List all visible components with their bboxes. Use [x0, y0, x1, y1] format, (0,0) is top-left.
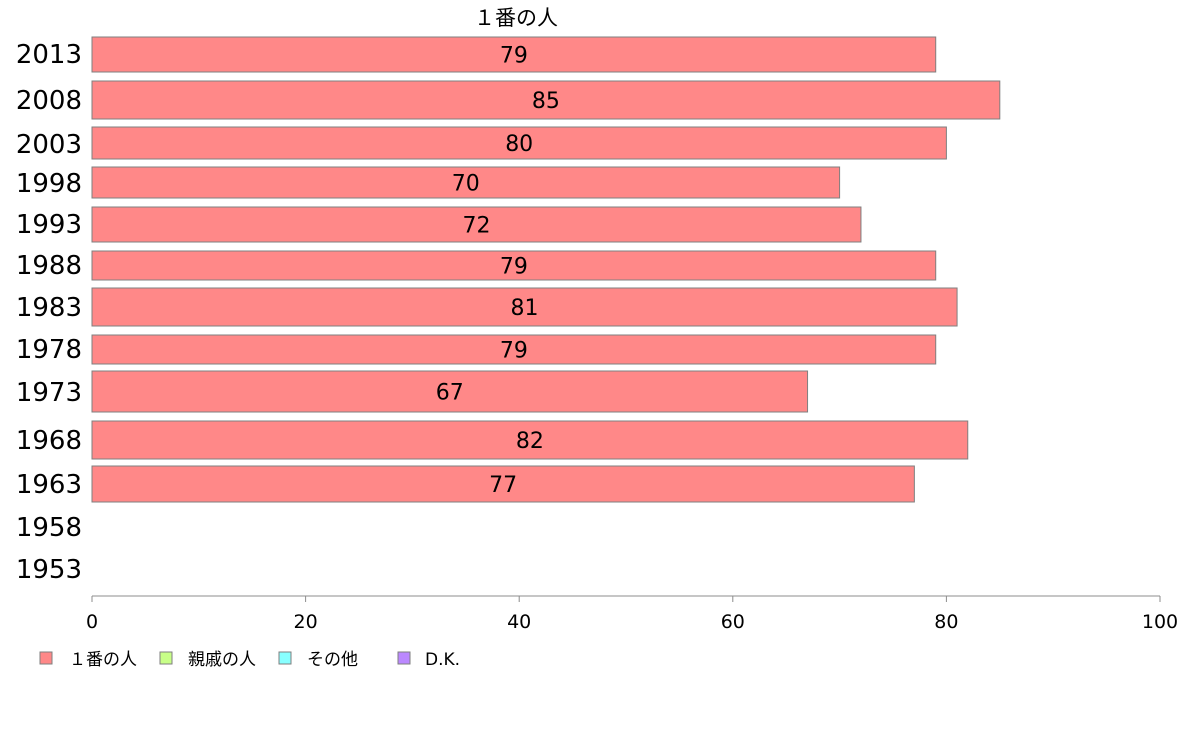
legend-swatch [278, 651, 292, 665]
category-label: 1968 [16, 426, 82, 456]
bar [91, 166, 841, 199]
category-label: 2008 [16, 86, 82, 116]
bar [91, 420, 969, 460]
legend-label: 親戚の人 [188, 650, 256, 670]
bar [91, 334, 937, 365]
legend-swatch [39, 651, 53, 665]
bar-value-label: 79 [500, 255, 528, 280]
x-tick-label: 60 [721, 611, 745, 633]
category-label: 2013 [16, 40, 82, 70]
category-label: 1983 [16, 293, 82, 323]
category-label: 1958 [16, 513, 82, 543]
category-label: 1988 [16, 251, 82, 281]
bar [91, 80, 1001, 120]
bar [91, 465, 915, 503]
legend: １番の人 親戚の人 その他 D.K. [39, 650, 460, 670]
legend-label: D.K. [425, 650, 460, 670]
category-label: 2003 [16, 130, 82, 160]
x-tick-label: 40 [507, 611, 531, 633]
category-label: 1963 [16, 470, 82, 500]
legend-swatch [159, 651, 173, 665]
bar-value-label: 82 [516, 429, 544, 454]
chart-title: １番の人 [474, 6, 558, 30]
bar [91, 370, 809, 413]
category-label: 1993 [16, 210, 82, 240]
bar-value-label: 80 [505, 132, 533, 157]
category-labels: 2013 2008 2003 1998 1993 1988 1983 1978 1973 1968… [16, 40, 82, 585]
bar-value-label: 79 [500, 339, 528, 364]
x-tick-label: 80 [934, 611, 958, 633]
x-axis: 0 20 40 60 80 100 [86, 595, 1178, 633]
bar [91, 126, 947, 160]
category-label: 1978 [16, 335, 82, 365]
bar-value-label: 70 [452, 172, 480, 197]
x-tick-label: 100 [1142, 611, 1178, 633]
bar [91, 206, 862, 243]
bar [91, 36, 937, 73]
x-tick-label: 0 [86, 611, 98, 633]
bar [91, 287, 958, 327]
category-label: 1953 [16, 555, 82, 585]
legend-label: その他 [307, 650, 358, 670]
legend-label: １番の人 [69, 650, 137, 670]
bar-value-label: 85 [532, 89, 560, 114]
bar-value-label: 67 [436, 381, 464, 406]
category-label: 1998 [16, 169, 82, 199]
bar-value-label: 81 [511, 296, 539, 321]
x-tick-label: 20 [294, 611, 318, 633]
category-label: 1973 [16, 378, 82, 408]
bar-value-label: 72 [462, 214, 490, 239]
legend-swatch [397, 651, 411, 665]
bar [91, 250, 937, 281]
bar-value-label: 79 [500, 44, 528, 69]
bar-value-label: 77 [489, 473, 517, 498]
